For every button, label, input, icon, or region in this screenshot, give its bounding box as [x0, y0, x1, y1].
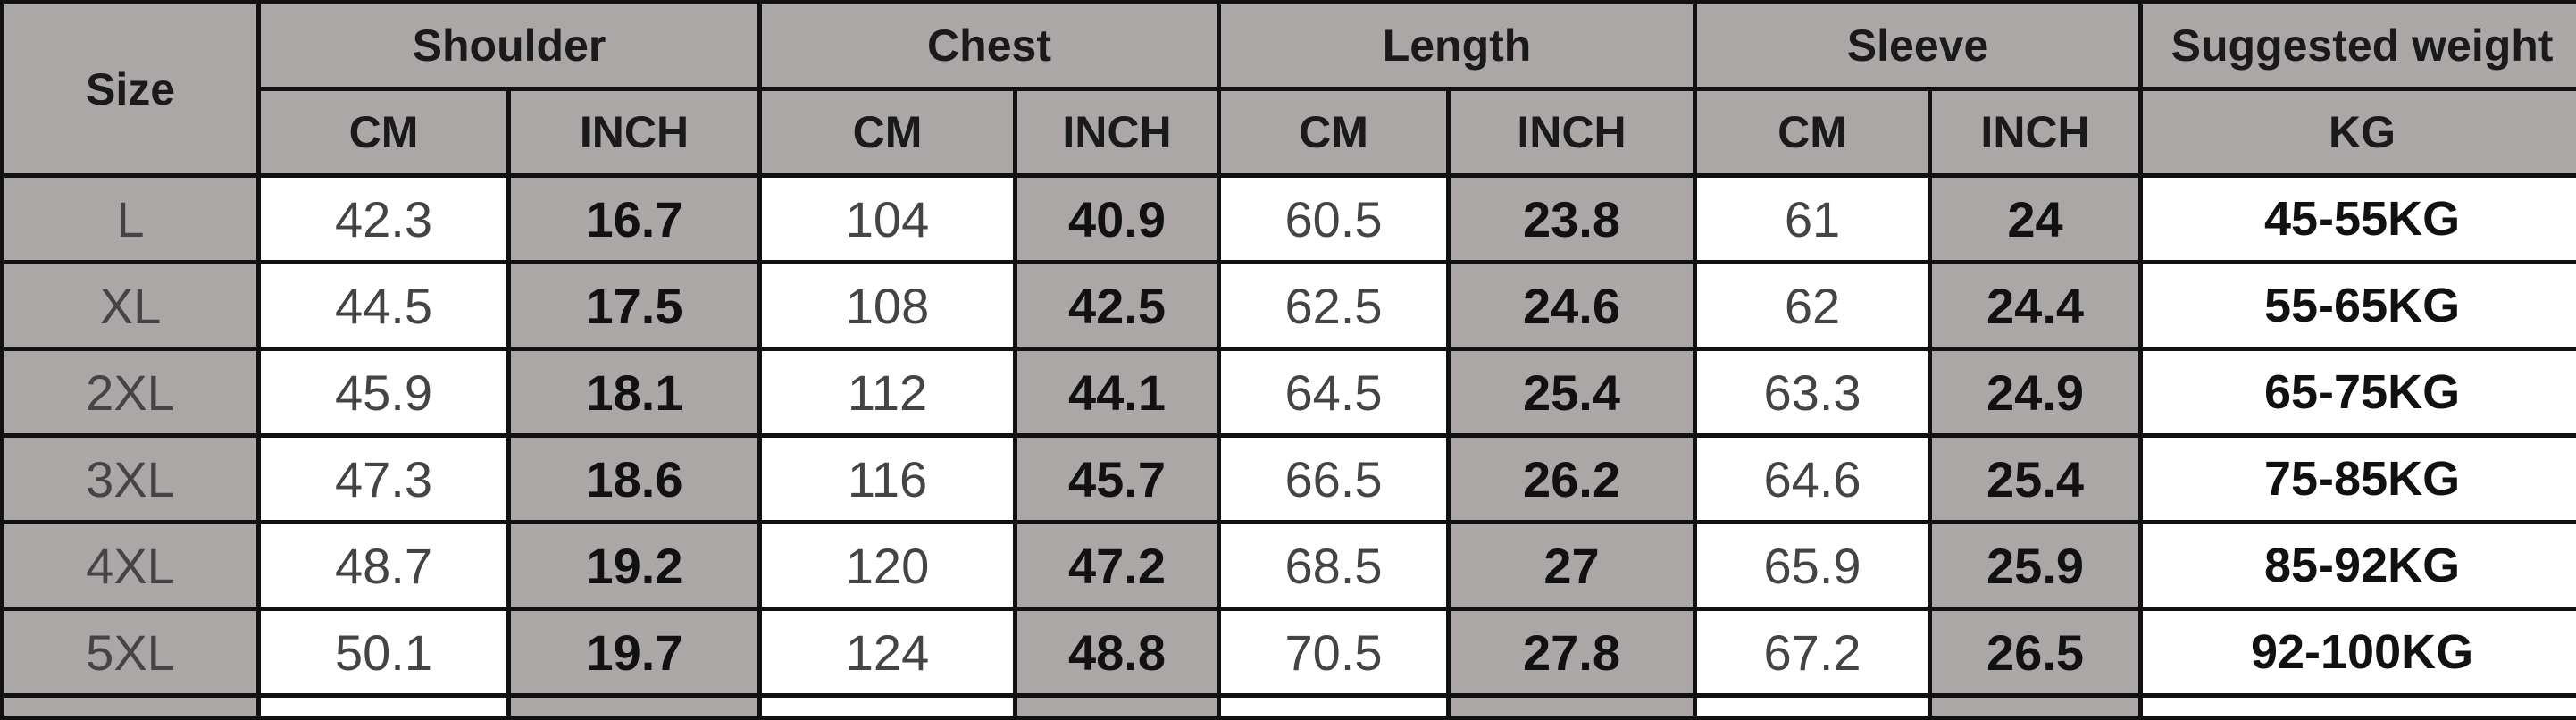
cm-cell: 64.5: [1219, 349, 1449, 436]
inch-cell: 19.7: [509, 609, 760, 696]
cm-cell: 48.7: [259, 523, 509, 609]
inch-cell: 45.7: [1016, 436, 1219, 523]
unit-header-inch: INCH: [1016, 89, 1219, 176]
weight-cell: 55-65KG: [2141, 263, 2576, 349]
inch-cell: 25.9: [1930, 523, 2141, 609]
weight-cell: 92-100KG: [2141, 609, 2576, 696]
inch-cell: 24.4: [1930, 263, 2141, 349]
inch-cell: 24: [1930, 176, 2141, 263]
inch-cell: 26.2: [1449, 436, 1695, 523]
inch-cell: 24.9: [1930, 349, 2141, 436]
cm-cell: 62: [1695, 263, 1930, 349]
inch-cell: 27: [1449, 523, 1695, 609]
unit-header-inch: INCH: [509, 89, 760, 176]
length-header: Length: [1219, 3, 1695, 89]
unit-header-inch: INCH: [1930, 89, 2141, 176]
inch-cell: 27.8: [1449, 609, 1695, 696]
inch-cell: 48.8: [1016, 609, 1219, 696]
inch-cell: 26.5: [1930, 609, 2141, 696]
size-header: Size: [3, 3, 259, 176]
size-cell: 4XL: [3, 523, 259, 609]
cm-cell: 68.5: [1219, 523, 1449, 609]
inch-cell: 17.5: [509, 263, 760, 349]
unit-header-cm: CM: [259, 89, 509, 176]
cm-cell: 116: [760, 436, 1016, 523]
cm-cell: 50.1: [259, 609, 509, 696]
inch-cell: 47.2: [1016, 523, 1219, 609]
size-cell: 2XL: [3, 349, 259, 436]
shoulder-header: Shoulder: [259, 3, 760, 89]
cm-cell: 42.3: [259, 176, 509, 263]
inch-cell: 23.8: [1449, 176, 1695, 263]
size-cell: 3XL: [3, 436, 259, 523]
cm-cell: 63.3: [1695, 349, 1930, 436]
size-cell: 5XL: [3, 609, 259, 696]
cm-cell: 70.5: [1219, 609, 1449, 696]
cm-cell: 67.2: [1695, 609, 1930, 696]
weight-cell: 45-55KG: [2141, 176, 2576, 263]
cm-cell: 45.9: [259, 349, 509, 436]
cm-cell: 60.5: [1219, 176, 1449, 263]
unit-header-inch: INCH: [1449, 89, 1695, 176]
unit-header-cm: CM: [760, 89, 1016, 176]
unit-header-cm: CM: [1695, 89, 1930, 176]
inch-cell: 18.1: [509, 349, 760, 436]
inch-cell: 18.6: [509, 436, 760, 523]
inch-cell: 42.5: [1016, 263, 1219, 349]
cm-cell: 47.3: [259, 436, 509, 523]
group-header-row: Size Shoulder Chest Length Sleeve Sugges…: [3, 3, 2576, 89]
cm-cell: 64.6: [1695, 436, 1930, 523]
weight-cell: 75-85KG: [2141, 436, 2576, 523]
cm-cell: 108: [760, 263, 1016, 349]
size-cell: L: [3, 176, 259, 263]
inch-cell: 44.1: [1016, 349, 1219, 436]
inch-cell: 16.7: [509, 176, 760, 263]
size-cell: XL: [3, 263, 259, 349]
inch-cell: 40.9: [1016, 176, 1219, 263]
inch-cell: 25.4: [1930, 436, 2141, 523]
inch-cell: 19.2: [509, 523, 760, 609]
unit-header-cm: CM: [1219, 89, 1449, 176]
unit-header-kg: KG: [2141, 89, 2576, 176]
suggested-weight-header: Suggested weight: [2141, 3, 2576, 89]
inch-cell: 24.6: [1449, 263, 1695, 349]
cm-cell: 120: [760, 523, 1016, 609]
weight-cell: 85-92KG: [2141, 523, 2576, 609]
sleeve-header: Sleeve: [1695, 3, 2141, 89]
inch-cell: 25.4: [1449, 349, 1695, 436]
cm-cell: 61: [1695, 176, 1930, 263]
cm-cell: 112: [760, 349, 1016, 436]
cm-cell: 66.5: [1219, 436, 1449, 523]
cm-cell: 62.5: [1219, 263, 1449, 349]
chest-header: Chest: [760, 3, 1219, 89]
cm-cell: 44.5: [259, 263, 509, 349]
weight-cell: 65-75KG: [2141, 349, 2576, 436]
cm-cell: 65.9: [1695, 523, 1930, 609]
cm-cell: 104: [760, 176, 1016, 263]
cm-cell: 124: [760, 609, 1016, 696]
